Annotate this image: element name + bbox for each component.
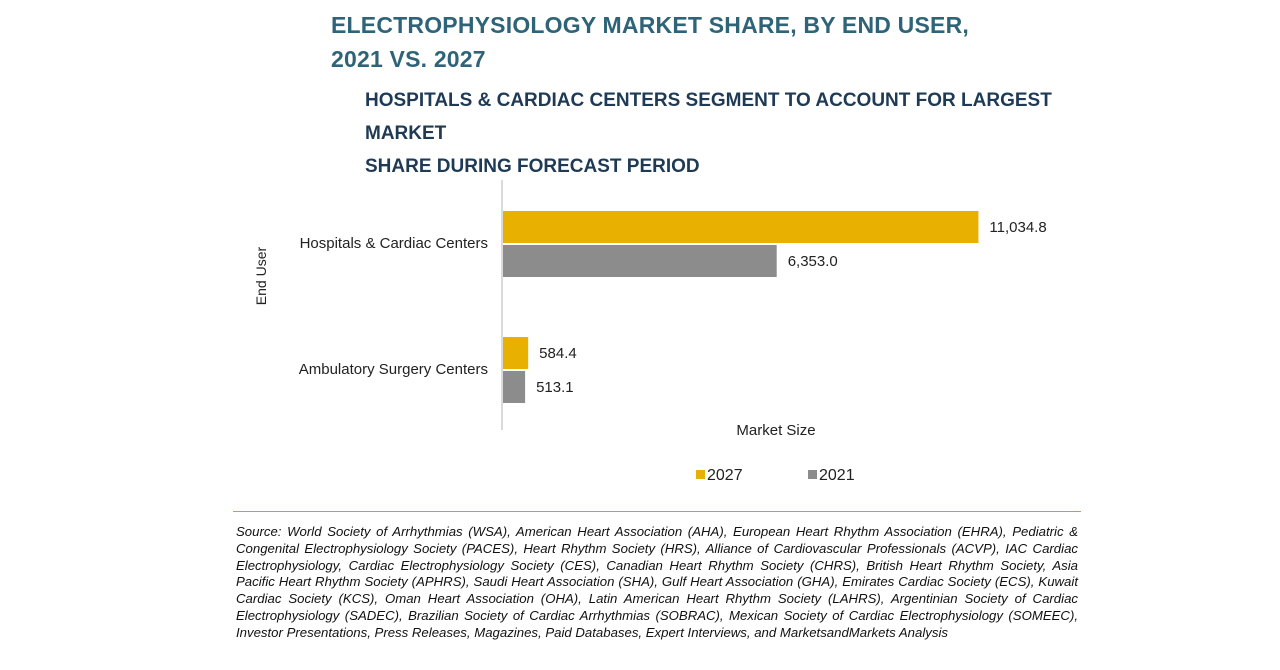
source-note: Source: World Society of Arrhythmias (WS… (236, 524, 1078, 640)
data-label-2027: 11,034.8 (989, 219, 1046, 236)
bar-2021 (503, 371, 526, 403)
category-label: Hospitals & Cardiac Centers (300, 235, 488, 252)
chart-title-line-1: ELECTROPHYSIOLOGY MARKET SHARE, BY END U… (331, 12, 969, 38)
chart-title-line-2: 2021 VS. 2027 (331, 46, 486, 72)
source-divider (233, 511, 1081, 512)
x-axis-title: Market Size (736, 422, 815, 439)
data-label-2027: 584.4 (539, 345, 577, 362)
bar-chart: End User Hospitals & Cardiac Centers Ambul… (253, 180, 1047, 484)
chart-title: ELECTROPHYSIOLOGY MARKET SHARE, BY END U… (331, 8, 971, 76)
data-label-2021: 513.1 (536, 379, 574, 396)
category-label: Ambulatory Surgery Centers (299, 361, 488, 378)
data-label-2021: 6,353.0 (788, 253, 838, 270)
y-axis-title: End User (253, 246, 269, 305)
chart-subtitle: HOSPITALS & CARDIAC CENTERS SEGMENT TO A… (365, 84, 1085, 183)
legend-label-2027: 2027 (707, 467, 743, 484)
chart-subtitle-line-2: SHARE DURING FORECAST PERIOD (365, 156, 700, 177)
bar-2027 (503, 211, 979, 243)
legend-swatch-2021 (808, 470, 817, 479)
bar-2021 (503, 245, 777, 277)
legend-label-2021: 2021 (819, 467, 855, 484)
legend-swatch-2027 (696, 470, 705, 479)
chart-subtitle-line-1: HOSPITALS & CARDIAC CENTERS SEGMENT TO A… (365, 90, 1052, 144)
bar-2027 (503, 337, 529, 369)
